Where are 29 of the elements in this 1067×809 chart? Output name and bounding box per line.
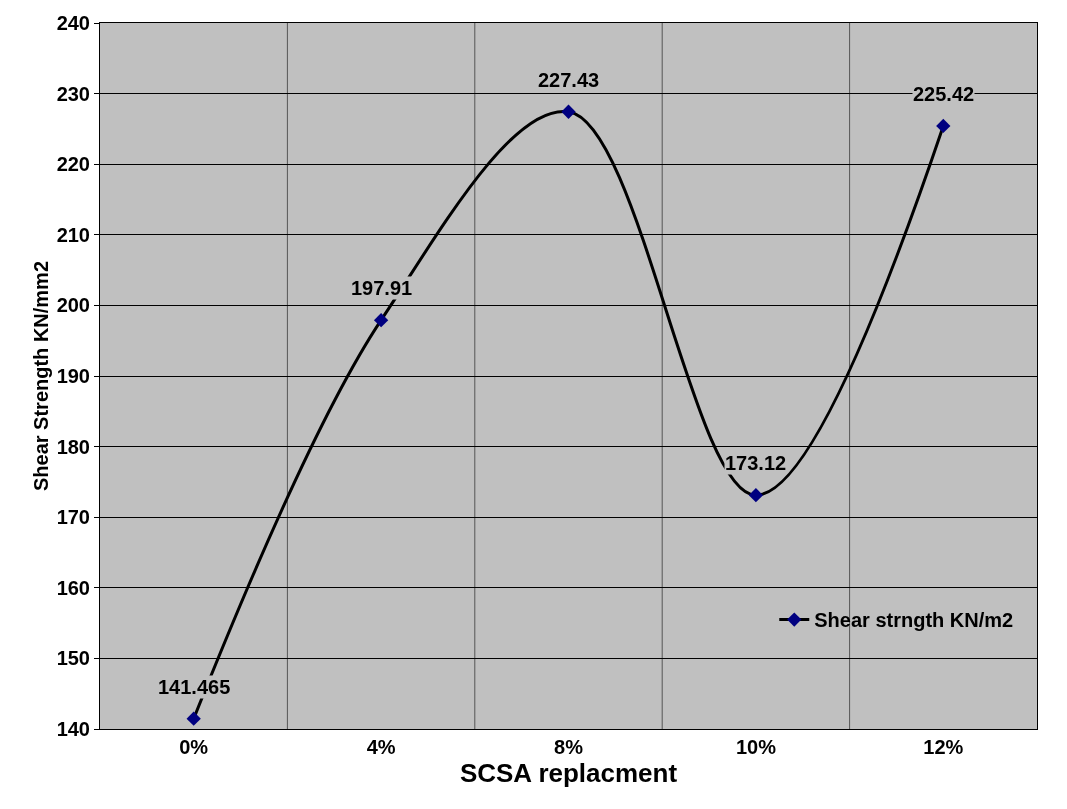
y-tick-label: 220 [56,153,90,176]
y-tick-label: 200 [56,294,90,317]
data-label: 173.12 [725,452,787,474]
data-label: 197.91 [351,277,413,299]
x-tick-label: 10% [735,736,777,758]
x-axis-title: SCSA replacment [459,758,678,788]
y-tick-label: 150 [56,647,90,670]
y-tick-label: 170 [56,506,90,529]
x-tick-label: 0% [179,736,209,758]
point [936,118,951,134]
y-tick-label: 190 [56,365,90,387]
y-axis-title: Shear Strength KN/mm2 [30,260,53,492]
point [373,313,389,328]
point [748,488,764,503]
x-tick-label: 12% [923,736,964,758]
y-tick-label: 160 [56,576,90,599]
y-tick-label: 180 [56,435,90,458]
y-tick-label: 140 [56,718,90,740]
point [561,104,576,119]
legend-label: Shear strngth KN/m2 [814,609,1014,632]
x-tick-label: 8% [554,736,584,758]
point [186,711,201,726]
data-label: 227.43 [538,69,600,91]
y-tick-label: 240 [56,12,90,34]
x-tick-label: 4% [366,736,396,758]
y-tick-label: 210 [56,223,90,246]
y-tick-label: 230 [56,82,90,105]
data-label: 141.465 [158,676,231,698]
data-label: 225.42 [913,83,975,105]
